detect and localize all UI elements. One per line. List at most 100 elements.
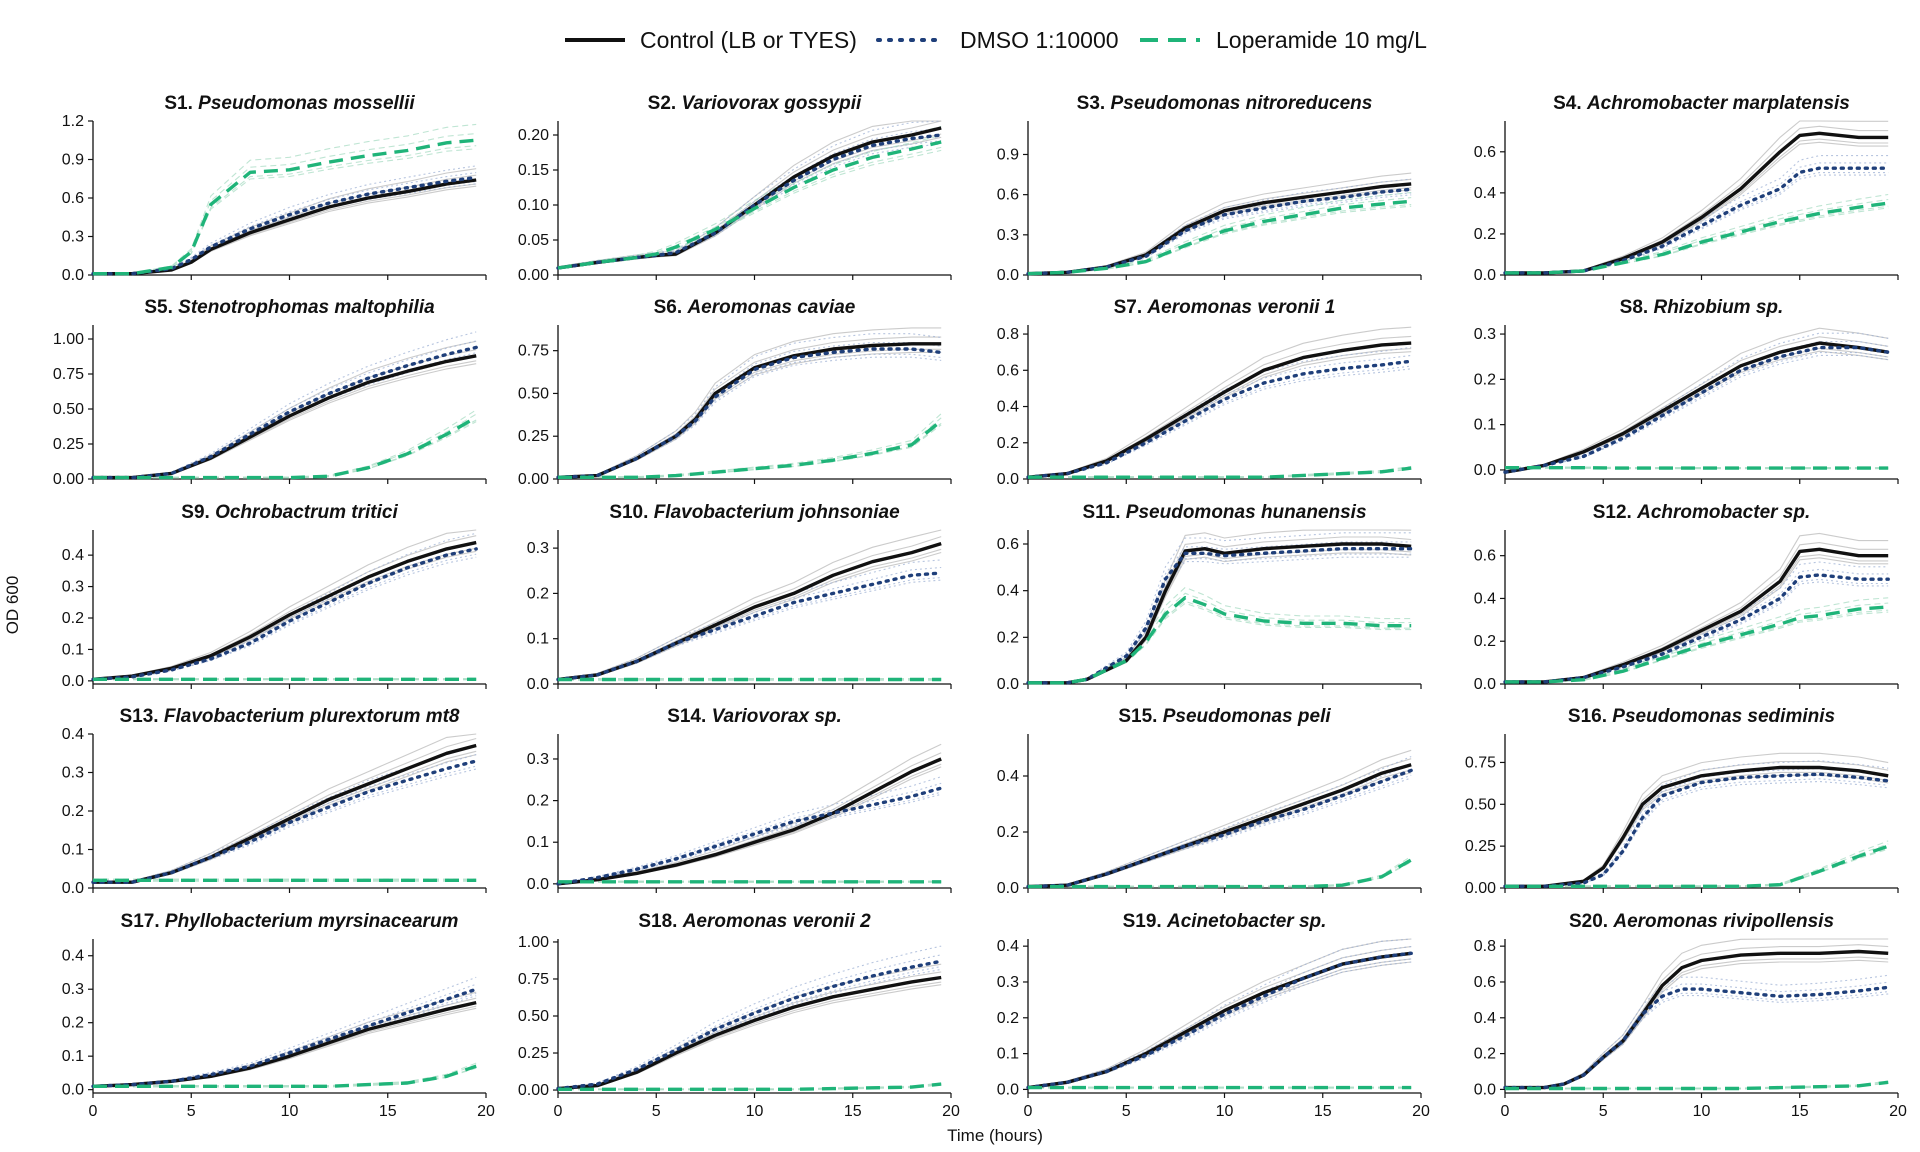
- replicate-line-loperamide: [1505, 840, 1889, 887]
- panel-1: S1. Pseudomonas mossellii 0.0 0.3 0.6 0.9 1.2: [62, 93, 487, 284]
- series-line-dmso: [556, 959, 943, 1091]
- panel-species: Variovorax sp.: [712, 706, 842, 727]
- y-tick-label: 0.6: [1474, 974, 1496, 991]
- replicate-line-dmso: [557, 353, 942, 479]
- replicate-line-loperamide: [1028, 465, 1412, 478]
- replicate-line-loperamide: [1027, 203, 1412, 275]
- replicate-line-loperamide: [93, 1066, 477, 1088]
- series-line-dmso: [1503, 345, 1890, 474]
- x-tick-label: 5: [187, 1103, 196, 1120]
- replicate-line-dmso: [557, 577, 942, 681]
- replicate-line-loperamide: [1027, 191, 1412, 274]
- y-tick-label: 0.6: [1474, 144, 1496, 161]
- replicate-line-dmso: [557, 968, 942, 1090]
- series-line-control: [557, 342, 942, 479]
- replicate-line-dmso: [1027, 763, 1412, 887]
- y-tick-label: 0.9: [997, 146, 1019, 163]
- replicate-line-control: [93, 733, 477, 882]
- replicate-line-control: [557, 984, 942, 1090]
- panel-species: Aeromonas veronii 1: [1146, 297, 1335, 318]
- replicate-line-dmso: [1027, 354, 1412, 478]
- replicate-line-loperamide: [1505, 843, 1889, 887]
- panel-id: S12.: [1593, 502, 1637, 523]
- replicate-line-control: [1504, 327, 1889, 473]
- y-tick-label: 0.75: [518, 343, 549, 360]
- replicate-line-control: [93, 183, 477, 275]
- panel-species: Pseudomonas peli: [1163, 706, 1332, 727]
- panel-title: S9. Ochrobactrum tritici: [181, 502, 398, 523]
- replicate-line-dmso: [1505, 760, 1889, 887]
- panel-title: S16. Pseudomonas sediminis: [1568, 706, 1835, 727]
- panel-17: S17. Phyllobacterium myrsinacearum 0.0 0.1…: [62, 911, 495, 1120]
- series-line-control: [1505, 949, 1889, 1090]
- panel-grid: S1. Pseudomonas mossellii 0.0 0.3 0.6 0.9 1.2…: [53, 93, 1907, 1120]
- panel-title: S3. Pseudomonas nitroreducens: [1077, 93, 1373, 114]
- panel-species: Rhizobium sp.: [1653, 297, 1783, 318]
- y-tick-label: 0.2: [62, 1015, 84, 1032]
- replicate-line-control: [1505, 125, 1889, 274]
- y-tick-label: 0.6: [997, 362, 1019, 379]
- replicate-line-loperamide: [1505, 193, 1889, 273]
- replicate-line-control: [1505, 944, 1889, 1088]
- series-line-dmso: [1026, 187, 1413, 276]
- panel-title: S1. Pseudomonas mossellii: [164, 93, 415, 114]
- y-tick-label: 0.00: [518, 1082, 549, 1099]
- replicate-line-dmso: [1027, 184, 1412, 274]
- y-tick-label: 0.3: [527, 540, 549, 557]
- replicate-line-control: [1504, 347, 1889, 473]
- series-line-dmso: [1026, 547, 1413, 685]
- series-line-dmso: [1026, 951, 1413, 1090]
- replicate-line-dmso: [1027, 958, 1412, 1089]
- replicate-line-loperamide: [1027, 197, 1412, 274]
- replicate-line-loperamide: [1505, 611, 1889, 684]
- y-tick-label: 0.3: [527, 751, 549, 768]
- series-line-loperamide: [1505, 844, 1889, 888]
- replicate-line-dmso: [1505, 767, 1889, 887]
- replicate-line-control: [1505, 760, 1889, 887]
- series-line-loperamide: [1505, 1080, 1889, 1091]
- y-tick-label: 0.0: [62, 267, 84, 284]
- y-tick-label: 0.50: [1465, 796, 1496, 813]
- y-tick-label: 0.1: [527, 834, 549, 851]
- panel-13: S13. Flavobacterium plurextorum mt8 0.0 0.…: [62, 706, 487, 897]
- series-line-loperamide: [1505, 605, 1889, 684]
- x-tick-label: 15: [379, 1103, 397, 1120]
- replicate-line-dmso: [557, 965, 942, 1090]
- replicate-line-control: [1505, 959, 1889, 1089]
- panel-12: S12. Achromobacter sp. 0.0 0.2 0.4 0.6: [1474, 502, 1899, 693]
- replicate-line-loperamide: [1505, 1080, 1889, 1089]
- y-tick-label: 0.3: [1474, 326, 1496, 343]
- replicate-line-control: [1027, 351, 1412, 479]
- y-tick-label: 0.0: [527, 876, 549, 893]
- panel-title: S17. Phyllobacterium myrsinacearum: [121, 911, 459, 932]
- replicate-line-loperamide: [93, 148, 477, 275]
- panel-title: S8. Rhizobium sp.: [1620, 297, 1784, 318]
- replicate-line-loperamide: [1028, 602, 1412, 684]
- replicate-line-loperamide: [1028, 600, 1412, 684]
- replicate-line-dmso: [557, 341, 942, 478]
- panel-id: S18.: [638, 911, 682, 932]
- replicate-line-dmso: [1504, 332, 1889, 473]
- x-tick-label: 15: [844, 1103, 862, 1120]
- x-axis-title: Time (hours): [947, 1126, 1043, 1145]
- x-tick-label: 0: [1501, 1103, 1510, 1120]
- y-tick-label: 0.4: [1474, 185, 1496, 202]
- replicate-line-dmso: [92, 532, 477, 680]
- y-tick-label: 0.0: [997, 880, 1019, 897]
- panel-id: S1.: [164, 93, 198, 114]
- y-tick-label: 0.75: [53, 366, 84, 383]
- replicate-line-control: [557, 348, 942, 479]
- y-tick-label: 0.1: [62, 1048, 84, 1065]
- panel-species: Aeromonas veronii 2: [682, 911, 871, 932]
- series-line-control: [1027, 763, 1412, 889]
- series-line-loperamide: [557, 140, 942, 270]
- panel-species: Ochrobactrum tritici: [215, 502, 398, 523]
- panel-species: Pseudomonas sediminis: [1612, 706, 1835, 727]
- replicate-line-dmso: [557, 945, 942, 1089]
- replicate-line-dmso: [1505, 974, 1889, 1088]
- replicate-line-dmso: [93, 165, 477, 274]
- series-line-control: [1027, 341, 1412, 479]
- panel-species: Achromobacter sp.: [1636, 502, 1810, 523]
- replicate-line-loperamide: [558, 1082, 942, 1090]
- replicate-line-dmso: [557, 120, 942, 268]
